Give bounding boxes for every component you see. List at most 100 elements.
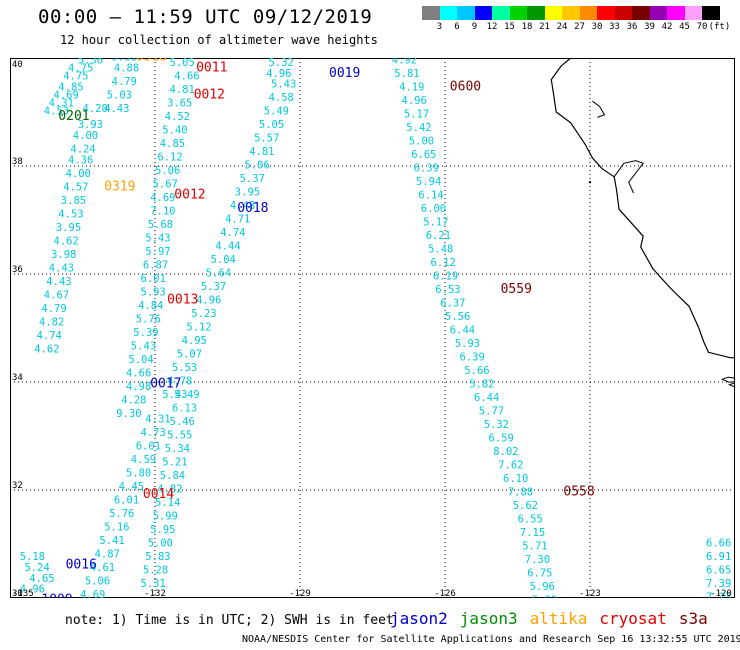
wave-height-value: 6.75 [527,567,552,579]
color-scale-tick: 36 [626,22,638,32]
wave-height-map[interactable]: 5.36 4.75 4.75 4.85 4.69 4.31 4.53 4.20 3.93 4.00… [10,58,735,598]
wave-height-value: 5.24 [25,562,50,574]
wave-height-value: 4.19 [399,81,424,93]
wave-height-value: 4.43 [49,262,74,274]
wave-height-value: 5.49 [174,389,199,401]
wave-height-value: 4.84 [138,300,163,312]
wave-height-value: 5.17 [404,108,429,120]
wave-height-value: 4.74 [37,330,62,342]
color-scale-tick: 21 [539,22,550,32]
pass-time-label: 0019 [329,66,360,81]
wave-height-value: 5.16 [104,522,129,534]
wave-height-value: 4.48 [230,200,255,212]
color-scale-tick: 42 [661,22,673,32]
wave-height-value: 5.68 [148,219,173,231]
wave-height-value: 4.66 [174,71,199,83]
color-scale-tick: 27 [574,22,585,32]
color-swatch [457,6,475,20]
wave-height-value: 6.44 [474,392,499,404]
color-scale-tick: 39 [644,22,655,32]
map-canvas[interactable]: 5.364.754.754.854.694.314.53 4.203.934.00… [10,58,735,598]
wave-height-value: 4.24 [70,144,95,156]
wave-height-value: 6.12 [431,257,456,269]
wave-height-value: 4.69 [80,589,105,598]
wave-height-value: 7.30 [525,554,550,566]
color-swatch [509,6,527,20]
wave-height-value: 4.75 [63,71,88,83]
wave-height-value: 5.36 [78,58,103,66]
wave-height-value: 4.69 [150,192,175,204]
longitude-label: -120 [710,589,732,598]
coastline-path [550,58,735,359]
san-francisco-bay [613,160,645,194]
longitude-label: -135 [12,589,34,598]
pass-time-label: 0318 [136,58,167,65]
pass-time-label: 0558 [563,484,594,499]
wave-height-value: 5.56 [445,311,470,323]
wave-height-value: 3.98 [51,249,76,261]
wave-height-value: 6.39 [460,351,485,363]
legend-entry-s3a: s3a [678,609,708,628]
wave-height-value: 4.31 [49,98,74,110]
wave-height-value: 5.04 [211,254,236,266]
color-swatch [474,6,492,20]
wave-height-value: 6.19 [433,270,458,282]
pass-time-label: 0018 [237,201,268,216]
wave-height-value: 4.96 [402,95,427,107]
wave-height-value: 5.37 [201,281,226,293]
map-frame [10,58,735,598]
wave-height-value: 5.67 [153,179,178,191]
wave-height-value: 5.95 [150,524,175,536]
wave-height-value: 6.21 [426,230,451,242]
wave-height-value: 5.96 [530,581,555,593]
wave-height-value: 4.57 [63,181,88,193]
color-scale-tick: 15 [504,22,515,32]
color-scale-tick: 6 [454,22,460,32]
wave-height-value: 6.00 [421,203,446,215]
wave-height-value: 4.96 [266,68,291,80]
chart-subtitle: 12 hour collection of altimeter wave hei… [60,33,378,47]
wave-height-value: 4.44 [215,241,240,253]
color-swatch [649,6,667,20]
wave-height-value: 4.79 [112,76,137,88]
latitude-label: 40 [12,60,23,70]
wave-height-value: 4.88 [114,63,139,75]
wave-height-value: 5.06 [155,165,180,177]
wave-height-value: 5.82 [469,378,494,390]
wave-height-value: 5.37 [240,173,265,185]
wave-height-value: 4.58 [269,92,294,104]
wave-height-value: 6.91 [706,551,731,563]
wave-height-value: 5.39 [133,327,158,339]
wave-height-value: 4.65 [29,573,54,585]
wave-height-value: 4.71 [225,214,250,226]
satellite-legend: jason2 jason3 altika cryosat s3a [390,609,720,628]
wave-height-value: 6.65 [411,149,436,161]
wave-height-value: 4.62 [54,235,79,247]
color-scale-tick: 24 [556,22,568,32]
wave-height-value: 4.43 [104,103,129,115]
wave-height-value: 8.02 [493,446,518,458]
wave-height-value: 5.57 [254,133,279,145]
color-swatch [684,6,702,20]
wave-height-value: 5.94 [416,176,441,188]
pass-time-label: 0012 [174,187,205,202]
wave-height-value: 3.85 [61,195,86,207]
latitude-label: 38 [12,157,23,167]
wave-height-value: 5.43 [162,389,187,401]
wave-height-value: 5.04 [128,354,153,366]
wave-height-value: 5.84 [160,470,185,482]
wave-height-value: 6.39 [414,162,439,174]
wave-height-value: 5.18 [20,551,45,563]
wave-height-value: 5.97 [145,246,170,258]
wave-height-value: 5.32 [484,419,509,431]
pass-time-label: 0011 [196,61,227,76]
wave-height-value: 5.77 [479,405,504,417]
wave-height-value: 4.96 [196,295,221,307]
wave-height-value: 6.37 [440,297,465,309]
wave-height-value: 6.59 [489,432,514,444]
wave-height-value: 4.59 [131,454,156,466]
wave-height-value: 7.15 [520,527,545,539]
wave-height-value: 4.62 [34,343,59,355]
wave-height-value: 3.93 [78,119,103,131]
wave-height-value: 6.66 [706,538,731,550]
